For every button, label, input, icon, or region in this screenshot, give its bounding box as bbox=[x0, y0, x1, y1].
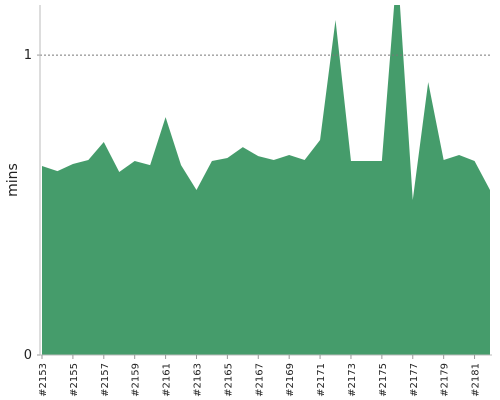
x-tick-label: #2177 bbox=[409, 363, 420, 397]
x-tick-label: #2167 bbox=[254, 363, 265, 397]
x-tick-label: #2171 bbox=[316, 363, 327, 397]
x-tick-label: #2163 bbox=[192, 363, 203, 397]
x-tick-label: #2175 bbox=[378, 363, 389, 397]
x-tick-label: #2181 bbox=[471, 363, 482, 397]
x-tick-label: #2169 bbox=[285, 363, 296, 397]
x-tick-label: #2159 bbox=[131, 363, 142, 397]
y-tick-label: 0 bbox=[24, 348, 32, 363]
y-tick-label: 1 bbox=[24, 48, 32, 63]
x-tick-label: #2179 bbox=[440, 363, 451, 397]
x-tick-label: #2155 bbox=[69, 363, 80, 397]
x-tick-label: #2161 bbox=[162, 363, 173, 397]
y-axis-label: mins bbox=[5, 163, 21, 197]
area bbox=[42, 5, 490, 355]
x-tick-label: #2153 bbox=[38, 363, 49, 397]
x-tick-label: #2157 bbox=[100, 363, 111, 397]
x-tick-label: #2173 bbox=[347, 363, 358, 397]
x-tick-label: #2165 bbox=[223, 363, 234, 397]
